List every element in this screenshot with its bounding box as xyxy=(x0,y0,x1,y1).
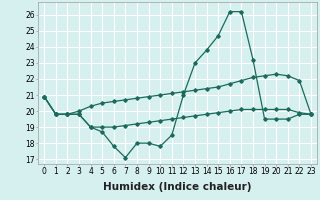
X-axis label: Humidex (Indice chaleur): Humidex (Indice chaleur) xyxy=(103,182,252,192)
